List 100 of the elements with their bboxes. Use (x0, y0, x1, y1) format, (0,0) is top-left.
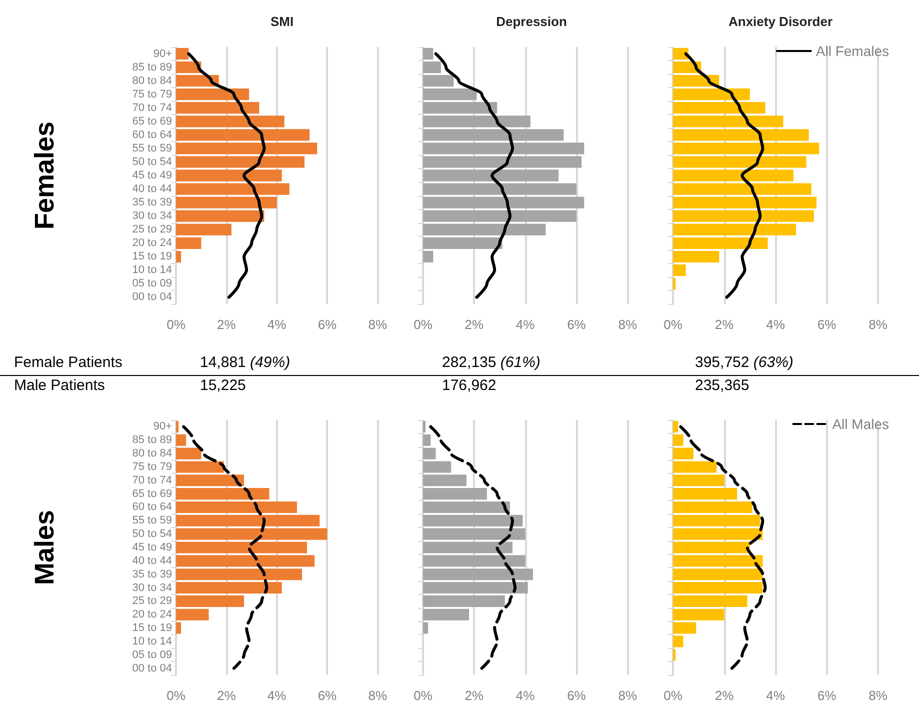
bar (423, 622, 428, 634)
bar (673, 278, 676, 290)
bar (423, 582, 528, 594)
x-tick-label: 4% (516, 688, 536, 703)
bar (673, 116, 784, 128)
bar (423, 434, 431, 446)
y-tick-label: 45 to 49 (132, 542, 172, 554)
y-tick-label: 10 to 14 (132, 264, 172, 276)
text: 176,962 (442, 377, 496, 394)
y-tick-label: 80 to 84 (132, 448, 172, 460)
bar (423, 501, 510, 514)
y-tick-label: 00 to 04 (132, 291, 172, 304)
bar (673, 129, 809, 141)
bar (176, 48, 189, 60)
y-tick-label: 35 to 39 (132, 568, 172, 580)
x-tick-label: 8% (618, 317, 638, 332)
bar (673, 420, 678, 432)
bar (176, 501, 297, 514)
bar (176, 622, 182, 634)
bar (673, 582, 763, 594)
y-tick-label: 85 to 89 (132, 61, 172, 74)
text: 395,752 (63%) (695, 354, 794, 371)
bar (176, 129, 310, 141)
bar (423, 61, 441, 74)
x-tick-label: 0% (166, 317, 186, 332)
y-tick-label: 85 to 89 (132, 434, 172, 446)
bar (673, 250, 720, 262)
y-tick-label: 75 to 79 (132, 88, 172, 100)
y-tick-label: 60 to 64 (132, 128, 172, 141)
text: 282,135 (61%) (442, 354, 540, 371)
x-tick-label: 6% (817, 688, 837, 703)
bar (176, 224, 232, 236)
x-tick-label: 6% (318, 317, 338, 332)
x-tick-label: 6% (817, 317, 837, 332)
bar (176, 568, 302, 580)
x-tick-label: 0% (664, 688, 683, 703)
y-tick-label: 50 to 54 (132, 528, 172, 540)
x-tick-label: 2% (217, 317, 236, 332)
x-tick-label: 6% (567, 688, 586, 703)
x-tick-label: 4% (766, 688, 786, 703)
text: 235,365 (695, 377, 750, 394)
bar (423, 514, 523, 526)
bar (423, 48, 434, 60)
bar (423, 210, 576, 222)
bar (176, 488, 270, 500)
y-tick-label: 40 to 44 (132, 554, 172, 567)
bar (176, 608, 209, 620)
bar (673, 48, 688, 60)
bar (423, 129, 564, 141)
bar (176, 88, 250, 100)
chart-title: Anxiety Disorder (728, 14, 833, 29)
y-tick-label: 25 to 29 (132, 224, 172, 236)
y-tick-label: 20 to 24 (132, 608, 172, 621)
bar (423, 568, 533, 580)
x-tick-label: 8% (368, 688, 388, 703)
x-tick-label: 2% (714, 317, 734, 332)
x-tick-label: 4% (267, 317, 287, 332)
x-tick-label: 4% (267, 688, 287, 703)
x-tick-label: 2% (714, 688, 734, 703)
y-tick-label: 05 to 09 (132, 278, 172, 290)
bar (423, 102, 498, 114)
bar (176, 582, 282, 594)
bar (423, 608, 470, 620)
legend-label: All Females (816, 43, 890, 59)
bar (423, 595, 505, 607)
y-tick-label: 45 to 49 (132, 170, 172, 182)
y-tick-label: 10 to 14 (132, 635, 172, 648)
y-tick-label: 65 to 69 (132, 488, 172, 500)
y-tick-label: 00 to 04 (132, 662, 172, 674)
bar (423, 420, 426, 432)
bar (673, 264, 686, 276)
bar (673, 595, 748, 607)
x-tick-label: 2% (217, 688, 236, 703)
bar (176, 116, 284, 128)
bar (176, 434, 186, 446)
x-tick-label: 0% (414, 317, 433, 332)
text: 15,225 (200, 377, 246, 394)
bar (176, 474, 244, 486)
x-tick-label: 2% (464, 688, 484, 703)
x-tick-label: 0% (414, 688, 433, 703)
y-tick-label: 90+ (153, 48, 172, 60)
x-tick-label: 0% (664, 317, 683, 332)
bar (423, 474, 466, 486)
x-tick-label: 4% (766, 317, 786, 332)
bar (673, 224, 796, 236)
y-tick-label: 30 to 34 (132, 582, 172, 594)
bar (176, 595, 244, 607)
x-tick-label: 6% (318, 688, 338, 703)
y-axis-title: Males (30, 510, 60, 586)
x-tick-label: 2% (464, 317, 484, 332)
bar (176, 250, 182, 262)
y-axis-title: Females (30, 121, 60, 230)
bar (673, 608, 724, 620)
y-tick-label: 15 to 19 (132, 622, 172, 634)
x-tick-label: 8% (618, 688, 638, 703)
y-tick-label: 15 to 19 (132, 250, 172, 263)
bar (423, 224, 546, 236)
y-tick-label: 30 to 34 (132, 210, 172, 222)
y-tick-label: 70 to 74 (132, 474, 172, 486)
bar (673, 88, 750, 100)
